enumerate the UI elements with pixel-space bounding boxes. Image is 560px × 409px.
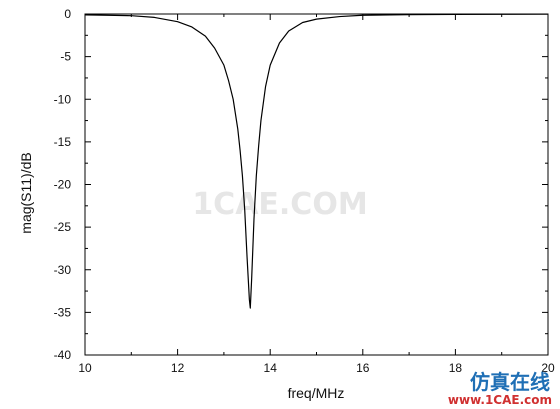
x-tick-label: 12 [171, 361, 185, 375]
x-axis-title: freq/MHz [288, 385, 345, 401]
series-layer [84, 13, 549, 309]
y-tick-label: -5 [60, 50, 71, 64]
x-tick-label: 14 [264, 361, 278, 375]
y-tick-label: 0 [64, 7, 71, 21]
x-axis: 10 12 14 16 18 20 [78, 14, 555, 375]
x-tick-label: 18 [449, 361, 463, 375]
y-tick-label: -30 [54, 263, 72, 277]
x-tick-label: 10 [78, 361, 92, 375]
watermark-logo-url: www.1CAE.com [448, 393, 552, 407]
y-tick-label: -20 [54, 178, 72, 192]
y-axis: 0 -5 -10 -15 -20 -25 -30 -35 -40 [54, 7, 548, 362]
y-tick-label: -35 [54, 305, 72, 319]
watermark-center-text: 1CAE.COM [192, 187, 367, 222]
plot-frame [84, 13, 549, 356]
y-tick-label: -25 [54, 220, 72, 234]
x-tick-label: 20 [541, 361, 555, 375]
y-axis-title: mag(S11)/dB [18, 152, 34, 233]
plot-area-border [84, 13, 549, 356]
series-line [84, 13, 549, 309]
watermark-logo-cn: 仿真在线 [470, 370, 550, 394]
x-tick-label: 16 [356, 361, 370, 375]
y-tick-label: -10 [54, 92, 72, 106]
watermark-logo: 仿真在线 www.1CAE.com [448, 370, 552, 407]
y-tick-label: -40 [54, 348, 72, 362]
y-tick-label: -15 [54, 135, 72, 149]
